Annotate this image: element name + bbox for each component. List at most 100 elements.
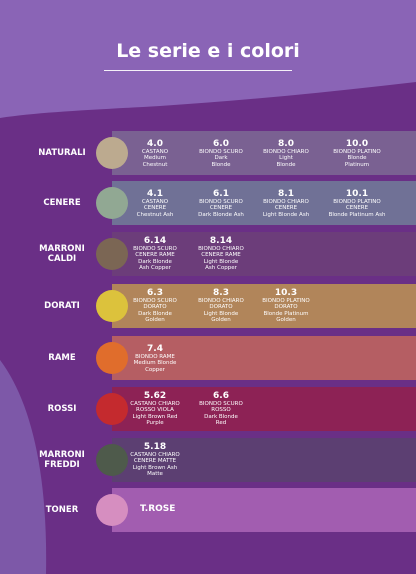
shade-item: 6.3 BIONDO SCURO DORATO Dark Blonde Golden bbox=[120, 288, 190, 323]
series-label-line: RAME bbox=[48, 353, 76, 363]
shade-description-line: Copper bbox=[145, 366, 165, 373]
shade-description-line: CASTANO bbox=[141, 149, 169, 155]
shade-code: 8.1 bbox=[278, 189, 294, 199]
shade-description-line: Blonde bbox=[211, 161, 231, 168]
shade-description-line: Light Brown Ash bbox=[132, 464, 178, 471]
shade-item: 8.0 BIONDO CHIARO Light Blonde bbox=[251, 139, 321, 168]
shade-description-line: Purple bbox=[146, 419, 164, 426]
shade-description-line: DORATO bbox=[143, 304, 167, 311]
shade-description-line: Chestnut bbox=[142, 161, 168, 168]
shade-description-line: CENERE bbox=[345, 205, 369, 212]
shade-description-line: Dark Blonde bbox=[138, 258, 172, 265]
shade-description-line: BIONDO CHIARO bbox=[263, 149, 309, 155]
shade-description-line: CENERE bbox=[274, 205, 298, 212]
shade-code: 4.0 bbox=[147, 139, 163, 149]
shade-description-line: Red bbox=[215, 419, 227, 426]
shade-code: 10.3 bbox=[274, 288, 298, 298]
shade-description-line: BIONDO CHIARO bbox=[263, 199, 309, 205]
shade-item: 4.0 CASTANO Medium Chestnut bbox=[120, 139, 190, 168]
shade-description-line: BIONDO SCURO bbox=[133, 298, 177, 304]
shade-code: 10.0 bbox=[345, 139, 369, 149]
color-swatch-marroni-caldi bbox=[96, 238, 128, 270]
shade-description-line: BIONDO PLATINO bbox=[333, 199, 381, 205]
shade-item: 6.1 BIONDO SCURO CENERE Dark Blonde Ash bbox=[186, 189, 256, 218]
series-band-cenere bbox=[112, 181, 416, 225]
series-band-marroni-caldi bbox=[112, 232, 416, 276]
color-swatch-cenere bbox=[96, 187, 128, 219]
shade-description-line: BIONDO SCURO bbox=[199, 199, 243, 205]
shade-code: 6.3 bbox=[147, 288, 163, 298]
shade-item: 6.14 BIONDO SCURO CENERE RAME Dark Blonde As… bbox=[120, 236, 190, 271]
color-swatch-naturali bbox=[96, 137, 128, 169]
shade-code: 7.4 bbox=[147, 344, 163, 354]
shade-item: 10.1 BIONDO PLATINO CENERE Blonde Platinum … bbox=[322, 189, 392, 218]
shade-description-line: BIONDO SCURO bbox=[199, 401, 243, 407]
shade-description-line: Blonde bbox=[347, 155, 367, 162]
series-label-line: MARRONI bbox=[39, 244, 85, 254]
series-label-line: ROSSI bbox=[47, 404, 77, 414]
shade-description-line: Blonde bbox=[276, 161, 296, 168]
shade-description-line: Golden bbox=[145, 316, 165, 323]
series-label-naturali: NATURALI bbox=[28, 148, 96, 158]
shade-description-line: BIONDO PLATINO bbox=[333, 149, 381, 155]
shade-description-line: Dark Blonde Ash bbox=[198, 211, 244, 218]
series-band-marroni-freddi bbox=[112, 438, 416, 482]
shade-description-line: Ash Copper bbox=[139, 264, 171, 271]
shade-description-line: Ash Copper bbox=[205, 264, 237, 271]
shade-description-line: CENERE bbox=[209, 205, 233, 212]
shade-description-line: CASTANO bbox=[141, 199, 169, 205]
series-band-rossi bbox=[112, 387, 416, 431]
shade-item: 8.14 BIONDO CHIARO CENERE RAME Light Blonde… bbox=[186, 236, 256, 271]
toner-name: T.ROSE bbox=[140, 504, 176, 514]
bottom-left-wave-decoration bbox=[0, 360, 47, 574]
shade-code: 8.0 bbox=[278, 139, 294, 149]
shade-code: 8.3 bbox=[213, 288, 229, 298]
shade-description-line: CENERE RAME bbox=[135, 252, 175, 259]
series-label-line: CENERE bbox=[43, 198, 81, 208]
shade-description-line: Dark Blonde bbox=[204, 413, 238, 420]
shade-description-line: BIONDO PLATINO bbox=[262, 298, 310, 304]
shade-code: 6.14 bbox=[143, 236, 167, 246]
series-band-toner bbox=[112, 488, 416, 532]
series-label-line: TONER bbox=[45, 505, 79, 515]
shade-description-line: Matte bbox=[147, 470, 163, 477]
shade-code: 6.1 bbox=[213, 189, 229, 199]
shade-description-line: DORATO bbox=[209, 304, 233, 311]
series-band-dorati bbox=[112, 284, 416, 328]
shade-description-line: Blonde Platinum bbox=[263, 310, 309, 317]
series-label-rossi: ROSSI bbox=[28, 404, 96, 414]
series-label-line: MARRONI bbox=[39, 450, 85, 460]
series-label-line: CALDI bbox=[47, 254, 77, 264]
page-title: Le serie e i colori bbox=[116, 40, 300, 62]
shade-item: 6.0 BIONDO SCURO Dark Blonde bbox=[186, 139, 256, 168]
shade-description-line: BIONDO SCURO bbox=[133, 246, 177, 252]
shade-description-line: Blonde Platinum Ash bbox=[328, 211, 386, 218]
shade-description-line: Medium bbox=[144, 155, 166, 162]
shade-description-line: ROSSO bbox=[211, 407, 231, 414]
series-label-marroni-freddi: MARRONI FREDDI bbox=[28, 450, 96, 470]
shade-description-line: Dark Blonde bbox=[138, 310, 172, 317]
shade-description-line: CENERE bbox=[143, 205, 167, 212]
shade-code: 5.18 bbox=[143, 442, 167, 452]
shade-description-line: Light Brown Red bbox=[132, 413, 178, 420]
shade-description-line: BIONDO RAME bbox=[135, 354, 175, 360]
shade-code: 5.62 bbox=[143, 391, 167, 401]
shade-description-line: Light Blonde Ash bbox=[262, 211, 310, 218]
shade-item: 6.6 BIONDO SCURO ROSSO Dark Blonde Red bbox=[186, 391, 256, 426]
shade-description-line: Golden bbox=[211, 316, 231, 323]
shade-description-line: Light Blonde bbox=[203, 258, 239, 265]
color-swatch-toner bbox=[96, 494, 128, 526]
shade-item: 8.3 BIONDO CHIARO DORATO Light Blonde Golden bbox=[186, 288, 256, 323]
shade-item: 10.0 BIONDO PLATINO Blonde Platinum bbox=[322, 139, 392, 168]
shade-code: 6.0 bbox=[213, 139, 229, 149]
series-label-line: NATURALI bbox=[38, 148, 86, 158]
shade-description-line: Light Blonde bbox=[203, 310, 239, 317]
shade-description-line: Chestnut Ash bbox=[136, 211, 174, 218]
series-label-line: FREDDI bbox=[44, 460, 80, 470]
shade-item: 10.3 BIONDO PLATINO DORATO Blonde Platinum G… bbox=[251, 288, 321, 323]
shade-code: 10.1 bbox=[345, 189, 369, 199]
color-swatch-rossi bbox=[96, 393, 128, 425]
color-swatch-marroni-freddi bbox=[96, 444, 128, 476]
shade-description-line: Platinum bbox=[344, 161, 370, 168]
